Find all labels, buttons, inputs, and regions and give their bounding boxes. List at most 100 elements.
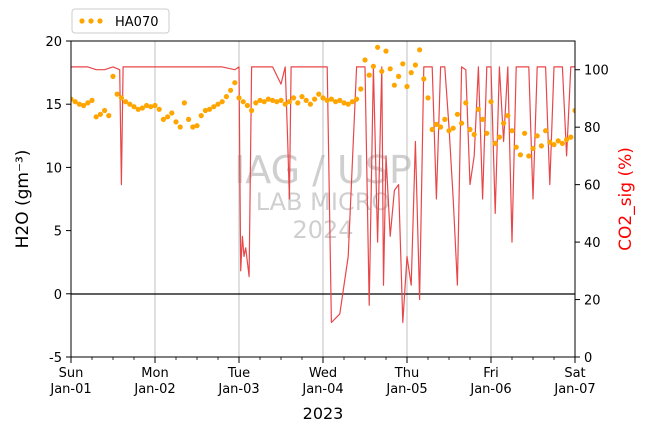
h2o-data-point bbox=[547, 139, 553, 145]
h2o-data-point bbox=[333, 99, 339, 105]
h2o-data-point bbox=[76, 101, 82, 107]
h2o-data-point bbox=[202, 107, 208, 114]
h2o-data-point bbox=[446, 128, 452, 134]
h2o-data-point bbox=[244, 102, 250, 109]
y-right-tick-label: 20 bbox=[584, 294, 601, 309]
h2o-data-point bbox=[223, 94, 229, 100]
y-right-tick-label: 40 bbox=[584, 236, 601, 251]
y-axis-left-label-text: H2O (gm⁻³) bbox=[13, 150, 33, 249]
h2o-data-point bbox=[85, 100, 91, 106]
h2o-data-point bbox=[253, 100, 259, 106]
h2o-data-point bbox=[93, 114, 99, 120]
co2-series-group bbox=[71, 66, 575, 324]
h2o-data-point bbox=[219, 99, 225, 105]
h2o-data-point bbox=[412, 62, 418, 68]
y-left-tick-label: -5 bbox=[49, 351, 62, 366]
h2o-data-point bbox=[467, 126, 473, 133]
h2o-data-point bbox=[517, 152, 524, 158]
h2o-data-point bbox=[165, 114, 171, 120]
h2o-data-point bbox=[400, 61, 406, 67]
h2o-data-point bbox=[417, 47, 423, 53]
legend-box bbox=[71, 8, 170, 34]
x-tick-label-day: Mon bbox=[141, 366, 168, 381]
x-tick-label-date: Jan-02 bbox=[133, 382, 175, 397]
y-left-tick-label: 5 bbox=[54, 225, 62, 240]
h2o-data-point bbox=[81, 102, 87, 109]
h2o-data-point bbox=[379, 68, 385, 74]
h2o-data-point bbox=[345, 101, 351, 107]
h2o-data-point bbox=[240, 99, 246, 105]
legend: HA070 bbox=[71, 8, 170, 34]
h2o-data-point bbox=[123, 99, 129, 105]
y-right-tick-label: 100 bbox=[584, 64, 609, 79]
h2o-series-group bbox=[71, 44, 575, 159]
h2o-data-point bbox=[316, 91, 322, 97]
h2o-data-point bbox=[551, 142, 557, 148]
h2o-data-point bbox=[496, 134, 502, 140]
y-left-tick-label: 10 bbox=[45, 161, 62, 176]
h2o-data-point bbox=[480, 116, 486, 122]
h2o-data-point bbox=[169, 110, 175, 116]
h2o-data-point bbox=[307, 101, 313, 107]
h2o-data-point bbox=[442, 116, 448, 122]
x-tick-label-date: Jan-03 bbox=[217, 382, 259, 397]
h2o-data-point bbox=[404, 83, 410, 90]
h2o-data-point bbox=[459, 120, 465, 126]
h2o-data-point bbox=[160, 116, 166, 122]
h2o-data-point bbox=[337, 97, 343, 103]
h2o-data-point bbox=[450, 125, 456, 131]
h2o-data-point bbox=[211, 104, 217, 110]
x-tick-label-day: Fri bbox=[483, 366, 499, 381]
h2o-data-point bbox=[433, 121, 439, 127]
h2o-data-point bbox=[270, 97, 276, 103]
h2o-data-point bbox=[505, 113, 511, 119]
y-right-tick-label: 80 bbox=[584, 121, 601, 136]
h2o-data-point bbox=[152, 102, 158, 109]
h2o-data-point bbox=[173, 119, 179, 125]
y-left-tick-label: 15 bbox=[45, 98, 62, 113]
h2o-data-point bbox=[543, 128, 549, 134]
h2o-data-point bbox=[366, 72, 372, 78]
h2o-data-point bbox=[454, 111, 460, 117]
h2o-data-point bbox=[198, 113, 204, 119]
h2o-data-point bbox=[228, 87, 234, 93]
h2o-data-point bbox=[370, 63, 376, 69]
y-axis-left-ticks: -5 0 5 10 15 20 bbox=[45, 35, 71, 366]
h2o-data-point bbox=[135, 106, 141, 112]
x-tick-label-date: Jan-06 bbox=[469, 382, 511, 397]
h2o-data-point bbox=[501, 120, 507, 126]
h2o-data-point bbox=[291, 95, 297, 101]
h2o-data-point bbox=[522, 130, 528, 136]
h2o-data-point bbox=[349, 99, 355, 105]
legend-marker bbox=[88, 18, 94, 24]
h2o-data-point bbox=[530, 145, 536, 151]
legend-marker bbox=[79, 18, 85, 24]
h2o-data-point bbox=[564, 137, 570, 143]
h2o-data-point bbox=[97, 111, 103, 117]
h2o-data-point bbox=[144, 102, 150, 109]
y-axis-right-ticks: 0 20 40 60 80 100 bbox=[575, 64, 609, 366]
h2o-data-point bbox=[274, 99, 280, 105]
h2o-data-point bbox=[387, 66, 393, 72]
h2o-data-point bbox=[391, 82, 397, 88]
h2o-data-point bbox=[110, 73, 116, 79]
h2o-data-point bbox=[194, 123, 200, 129]
h2o-data-point bbox=[555, 138, 561, 144]
h2o-data-point bbox=[475, 106, 481, 112]
h2o-data-point bbox=[375, 44, 381, 50]
x-tick-label-day: Sun bbox=[59, 366, 84, 381]
h2o-data-point bbox=[559, 140, 566, 146]
h2o-data-point bbox=[488, 99, 494, 105]
h2o-data-point bbox=[156, 106, 162, 112]
h2o-data-point bbox=[148, 104, 154, 110]
x-gridlines bbox=[154, 41, 492, 357]
h2o-data-point bbox=[265, 96, 271, 102]
h2o-data-point bbox=[429, 126, 435, 133]
h2o-data-point bbox=[177, 124, 183, 130]
x-tick-label-day: Tue bbox=[227, 366, 250, 381]
h2o-data-point bbox=[257, 97, 263, 103]
h2o-data-point bbox=[463, 100, 469, 106]
h2o-data-point bbox=[303, 97, 309, 103]
h2o-data-point bbox=[509, 128, 515, 134]
